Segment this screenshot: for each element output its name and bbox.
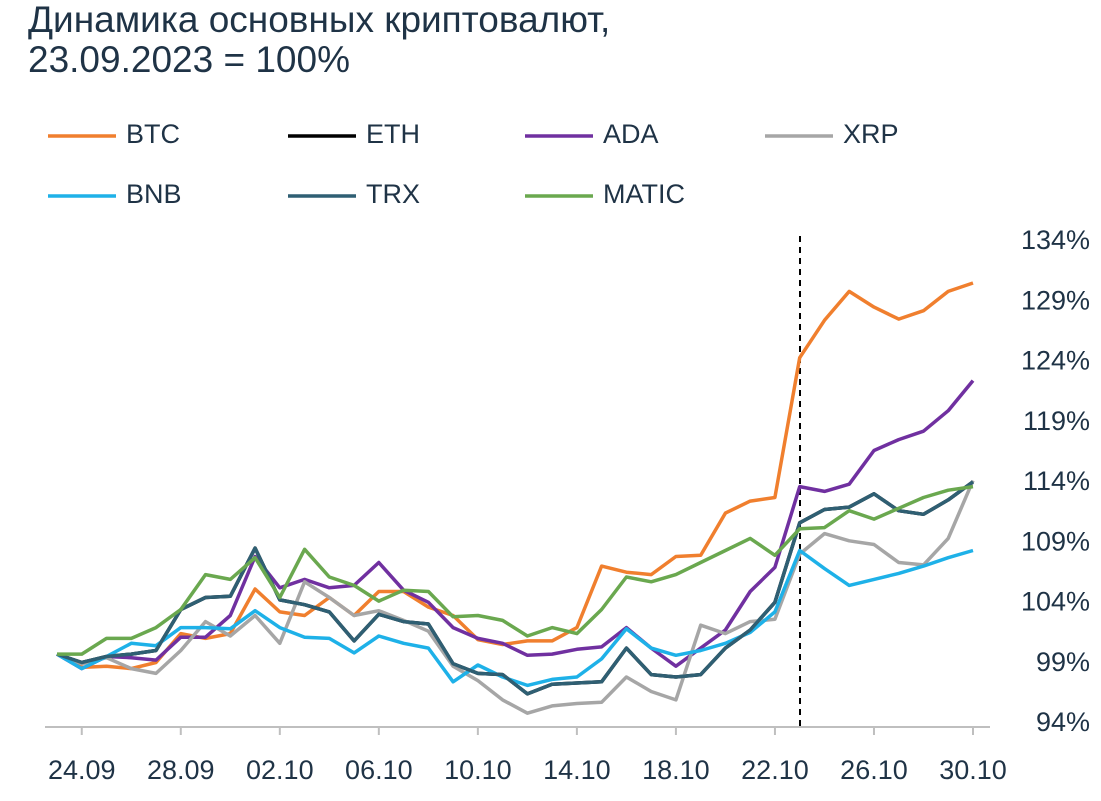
y-tick-label: 94% [1036,707,1090,737]
legend-label: BNB [126,179,182,209]
x-tick-label: 28.09 [147,755,215,785]
y-tick-label: 129% [1021,285,1090,315]
x-tick-label: 26.10 [840,755,908,785]
series-line [56,379,975,671]
x-tick-label: 06.10 [345,755,413,785]
y-tick-label: 119% [1023,406,1090,436]
y-tick-label: 114% [1023,466,1090,496]
legend-label: BTC [126,119,180,149]
legend-label: ETH [366,119,420,149]
legend-label: ADA [603,119,659,149]
x-tick-label: 14.10 [543,755,611,785]
chart-title: 23.09.2023 = 100% [28,39,350,80]
series-line [56,281,974,671]
y-tick-label: 99% [1036,647,1090,677]
series-line [56,548,974,688]
series-line [57,484,974,656]
x-tick-label: 18.10 [642,755,710,785]
y-tick-label: 109% [1021,526,1090,556]
chart-title: Динамика основных криптовалют, [28,0,610,40]
x-tick-label: 10.10 [444,755,512,785]
x-tick-label: 30.10 [939,755,1007,785]
legend-label: XRP [843,119,899,149]
series-line [56,480,975,696]
y-tick-label: 134% [1021,225,1090,255]
legend-label: TRX [366,179,420,209]
x-tick-label: 22.10 [741,755,809,785]
x-tick-label: 24.09 [48,755,116,785]
x-tick-label: 02.10 [246,755,314,785]
series-line [56,479,975,715]
y-tick-label: 104% [1021,587,1090,617]
y-tick-label: 124% [1021,346,1090,376]
legend-label: MATIC [603,179,685,209]
